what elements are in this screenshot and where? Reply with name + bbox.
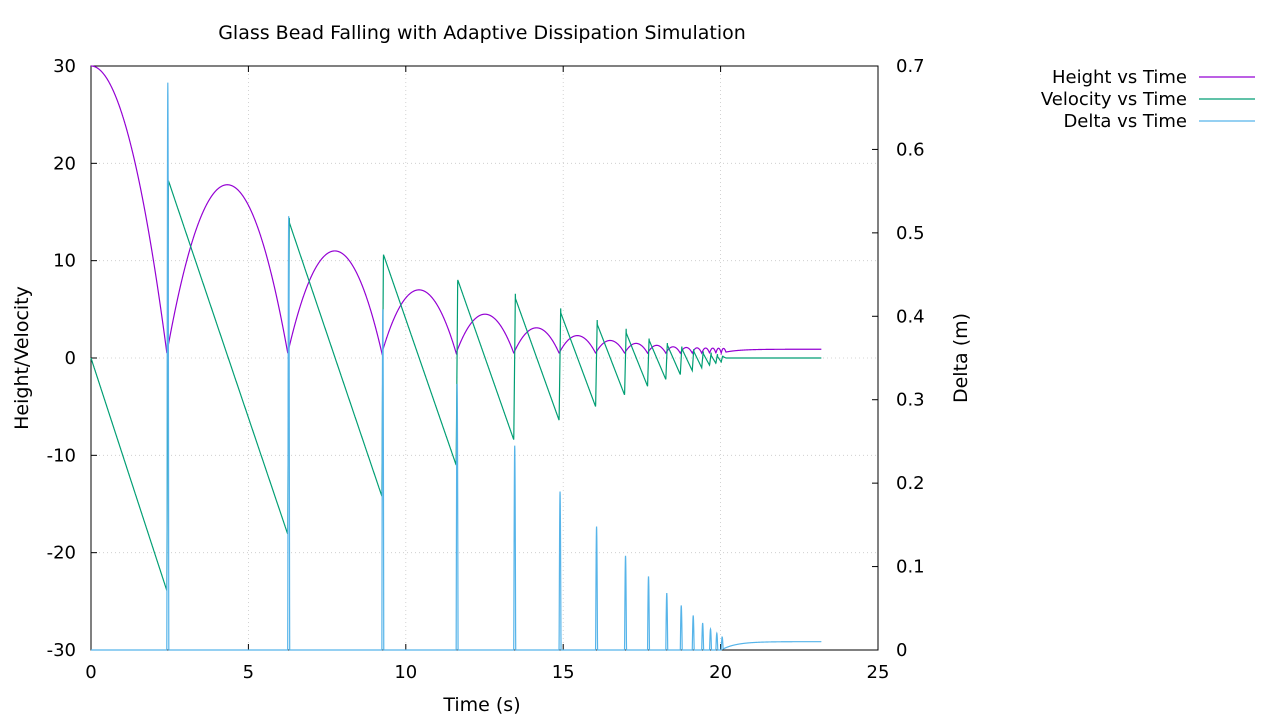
series-height-line [91,65,822,356]
y2-tick-label: 0.1 [896,557,925,578]
x-tick-label: 5 [243,662,254,683]
y2-tick-label: 0.5 [896,223,925,244]
legend-label: Velocity vs Time [1041,89,1187,110]
x-tick-label: 25 [867,662,890,683]
x-tick-label: 10 [394,662,417,683]
chart-title: Glass Bead Falling with Adaptive Dissipa… [218,22,746,44]
x-tick-label: 0 [85,662,96,683]
y2-tick-label: 0 [896,640,907,661]
legend-label: Height vs Time [1052,67,1187,88]
x-axis-label: Time (s) [442,694,520,716]
y-tick-label: -20 [47,543,76,564]
legend-label: Delta vs Time [1063,111,1187,132]
y2-tick-label: 0.2 [896,473,925,494]
y-tick-label: 20 [53,153,76,174]
y-tick-label: 10 [53,251,76,272]
x-tick-label: 15 [552,662,575,683]
x-tick-label: 20 [709,662,732,683]
y2-tick-label: 0.6 [896,139,925,160]
series-delta-line [91,82,822,651]
y2-tick-label: 0.7 [896,56,925,77]
y-tick-label: -30 [47,640,76,661]
y2-axis-label: Delta (m) [950,313,972,403]
y-tick-label: -10 [47,445,76,466]
grid [91,66,878,650]
y2-tick-label: 0.3 [896,390,925,411]
y-axis-label: Height/Velocity [11,286,33,430]
y2-tick-label: 0.4 [896,306,925,327]
axis-ticks: 0 5 10 15 20 25 -30 -20 -10 0 10 20 30 0 0.1 0.2 0.3 0.4 0… [47,56,925,683]
series-layer [90,65,822,651]
y-tick-label: 0 [65,348,76,369]
y-tick-label: 30 [53,56,76,77]
